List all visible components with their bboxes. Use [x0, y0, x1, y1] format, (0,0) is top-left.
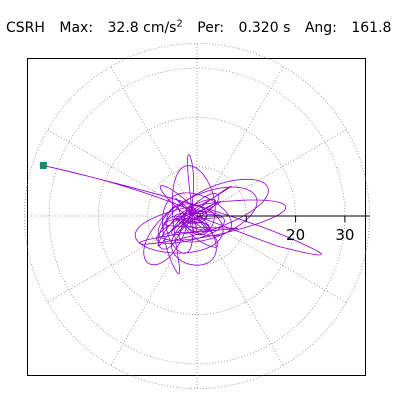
grid-spoke-60: [196, 66, 284, 217]
grid-spoke-30: [196, 129, 347, 217]
orbit-path: [43, 154, 322, 275]
orbit-trace: [43, 154, 322, 275]
per-value: 0.320 s: [238, 19, 291, 36]
station-code: CSRH: [6, 19, 45, 36]
max-value-group: 32.8 cm/s2: [107, 18, 183, 36]
ang-value: 161.8: [351, 19, 392, 36]
ang-label: Ang:: [304, 19, 337, 36]
max-value: 32.8 cm/s: [107, 19, 177, 36]
max-marker-square: [39, 161, 47, 169]
max-exponent: 2: [176, 18, 183, 29]
plot-frame: [27, 58, 366, 376]
radial-tick-label-20: 20: [286, 226, 305, 244]
grid-spoke-300: [196, 215, 284, 366]
radial-tick-labels: 20 30: [286, 226, 354, 244]
radial-axis: [197, 215, 370, 222]
grid-spoke-210: [47, 215, 198, 303]
max-marker: [39, 161, 47, 169]
chart-title: CSRH Max: 32.8 cm/s2 Per: 0.320 s Ang: 1…: [6, 18, 400, 36]
per-label: Per:: [197, 19, 225, 36]
radial-tick-label-30: 30: [335, 226, 354, 244]
max-label: Max:: [59, 19, 94, 36]
